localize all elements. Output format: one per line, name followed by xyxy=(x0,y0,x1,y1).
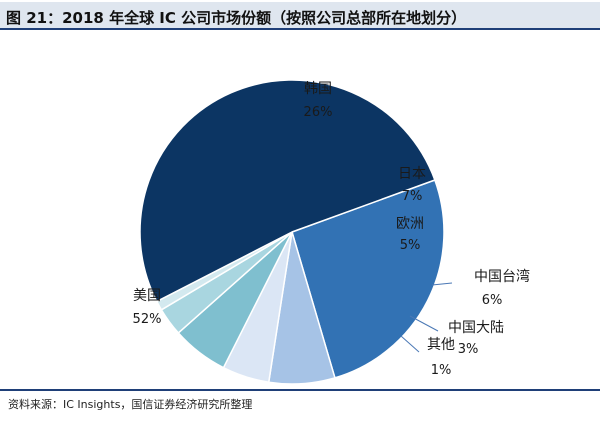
footer-divider xyxy=(0,389,600,391)
slice-label-5: 其他 xyxy=(427,337,455,353)
slice-label-2: 欧洲 xyxy=(396,216,424,232)
leader-line-5 xyxy=(400,335,420,353)
pie-slice-0 xyxy=(291,179,445,379)
pie-slice-6 xyxy=(139,79,436,303)
leader-line-3 xyxy=(431,282,453,286)
slice-value-label-5: 1% xyxy=(431,363,452,378)
slice-label-4: 中国大陆 xyxy=(448,320,504,336)
slice-label-3: 中国台湾 xyxy=(474,268,530,285)
figure-title: 图 21：2018 年全球 IC 公司市场份额（按照公司总部所在地划分） xyxy=(6,9,467,27)
source-note: 资料来源：IC Insights，国信证券经济研究所整理 xyxy=(8,398,253,411)
slice-value-label-2: 5% xyxy=(400,238,421,253)
slice-label-6: 美国 xyxy=(133,288,161,304)
slice-value-label-6: 52% xyxy=(133,312,162,327)
slice-value-label-1: 7% xyxy=(402,189,423,204)
slice-value-label-0: 26% xyxy=(304,105,333,120)
leader-line-4 xyxy=(409,315,439,332)
slice-label-1: 日本 xyxy=(398,166,426,182)
figure-title-bar: 图 21：2018 年全球 IC 公司市场份额（按照公司总部所在地划分） xyxy=(0,2,600,30)
slice-label-0: 韩国 xyxy=(304,81,332,97)
slice-value-label-4: 3% xyxy=(458,342,479,357)
slice-value-label-3: 6% xyxy=(482,293,503,308)
